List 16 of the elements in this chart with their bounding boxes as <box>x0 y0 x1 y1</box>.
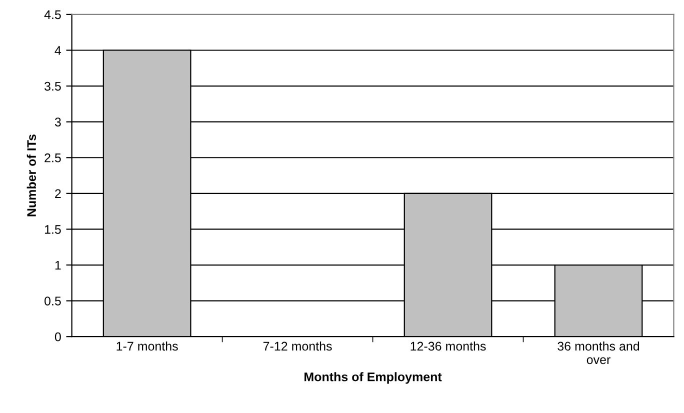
y-tick-label: 2.5 <box>44 153 61 162</box>
y-tick-label: 1.5 <box>44 225 61 234</box>
y-axis-title: Number of ITs <box>26 134 36 216</box>
y-tick-label: 0.5 <box>44 296 61 306</box>
y-tick-label: 4.5 <box>44 10 61 20</box>
y-tick-label: 3.5 <box>44 82 61 91</box>
y-tick-label: 0 <box>54 332 61 342</box>
x-tick-label: 36 months and over <box>558 341 640 364</box>
y-tick-label: 1 <box>55 260 61 270</box>
y-tick-label: 3 <box>54 118 61 126</box>
x-tick-label: 1-7 months <box>116 341 178 351</box>
y-tick-label: 2 <box>55 189 61 198</box>
y-tick-label: 4 <box>54 46 62 55</box>
x-tick-label: 7-12 months <box>263 341 332 351</box>
x-axis-title: Months of Employment <box>304 372 442 384</box>
x-tick-label: 12-36 months <box>410 341 486 351</box>
